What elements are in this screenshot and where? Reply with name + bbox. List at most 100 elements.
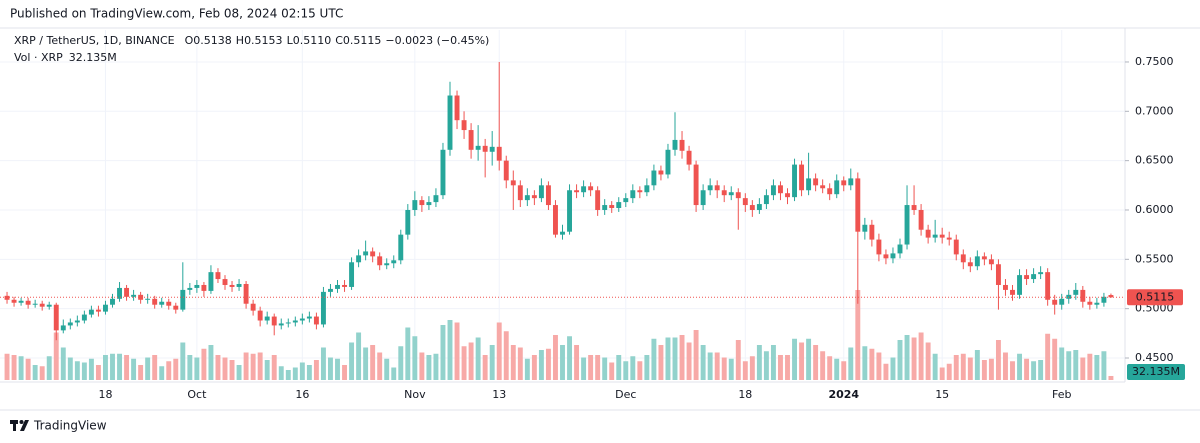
volume-bar [588,355,594,380]
candle-body [1108,295,1114,298]
candle-body [911,205,917,210]
volume-bar [862,346,868,380]
volume-bar [285,370,291,380]
volume-bar [461,346,467,380]
volume-bar [419,352,425,380]
volume-name: Vol · XRP [14,51,63,64]
volume-bar [925,342,931,380]
candle-body [574,190,580,193]
volume-bar [658,345,664,380]
volume-bar [25,358,31,380]
candle-body [707,185,713,191]
candle-body [1010,289,1015,295]
candle-body [531,195,537,199]
volume-bar [531,355,537,380]
candle-body [778,185,783,194]
volume-bar [1052,338,1058,380]
volume-bar [67,357,73,380]
published: Published on TradingView.com, Feb 08, 20… [10,7,343,21]
volume-bar [883,363,889,380]
candle-body [496,146,502,161]
x-tick-label: Dec [615,388,636,401]
volume-bar [651,338,657,380]
volume-bar [967,357,973,380]
candle-body [904,205,910,245]
volume-bar [145,357,151,380]
volume-bar [510,345,516,380]
candle-body [763,195,769,205]
candle-body [1045,272,1051,300]
candle-body [981,256,987,260]
x-tick-label: 18 [738,388,752,401]
volume-bar [292,367,298,380]
volume-bar [679,335,685,380]
candle-body [644,185,650,193]
candle-body [693,164,699,206]
volume-bar [953,355,959,380]
candle-body [419,200,425,206]
candle-body [243,283,249,304]
candle-body [848,178,854,186]
volume-bar [426,355,432,380]
candle-body [18,300,24,303]
volume-bar [1108,375,1114,380]
candle-body [813,178,819,186]
volume-bar [53,332,59,380]
candle-body [81,314,87,321]
volume-bar [124,355,130,380]
volume-bar [257,352,263,380]
candle-body [770,185,776,196]
volume-bar [841,361,847,380]
candle-body [208,272,214,291]
axes: 0.45000.50000.55000.60000.65000.70000.75… [98,55,1185,401]
volume-bar [201,348,207,380]
candle-body [88,309,94,315]
y-tick-label: 0.6000 [1135,203,1174,216]
candle-body [588,186,594,191]
volume-bar [166,361,172,380]
volume-bar [1045,333,1051,380]
volume-bar [1080,357,1086,380]
candle-body [264,316,270,321]
volume-bar [574,345,580,380]
volume-bar [806,338,812,380]
volume-bar [770,345,776,380]
candle-body [1059,298,1065,305]
candle-body [1031,274,1037,280]
candle-body [363,251,369,256]
candle-body [426,202,432,206]
candle-body [616,202,622,209]
volume-bar [60,347,66,380]
volume-bar [1073,350,1079,380]
volume-bar [517,347,523,380]
volume-bar [756,345,762,380]
volume-bar [918,332,924,380]
candle-body [799,164,805,191]
volume-bar [869,348,875,380]
volume-bar [46,356,52,380]
candle-body [194,284,200,288]
volume-bar [377,352,383,380]
candle-body [503,160,509,181]
volume-bar [595,355,601,380]
candle-body [1024,275,1030,280]
candle-body [679,139,685,151]
volume-bar [328,357,333,380]
candle-body [447,95,453,150]
candle-body [222,279,228,285]
candle-body [728,192,734,196]
candle-body [890,253,896,259]
candle-body [735,192,741,199]
volume-bar [433,353,439,380]
candle-body [405,209,411,235]
candle-body [103,304,108,312]
volume-bar [384,358,390,380]
volume-bar [763,351,769,380]
candle-body [925,229,931,238]
candle-body [187,287,193,290]
volume-bar [229,360,235,380]
volume-bar [1066,351,1072,380]
candle-body [306,316,312,319]
candle-body [553,205,558,235]
volume-bar [1059,347,1065,380]
